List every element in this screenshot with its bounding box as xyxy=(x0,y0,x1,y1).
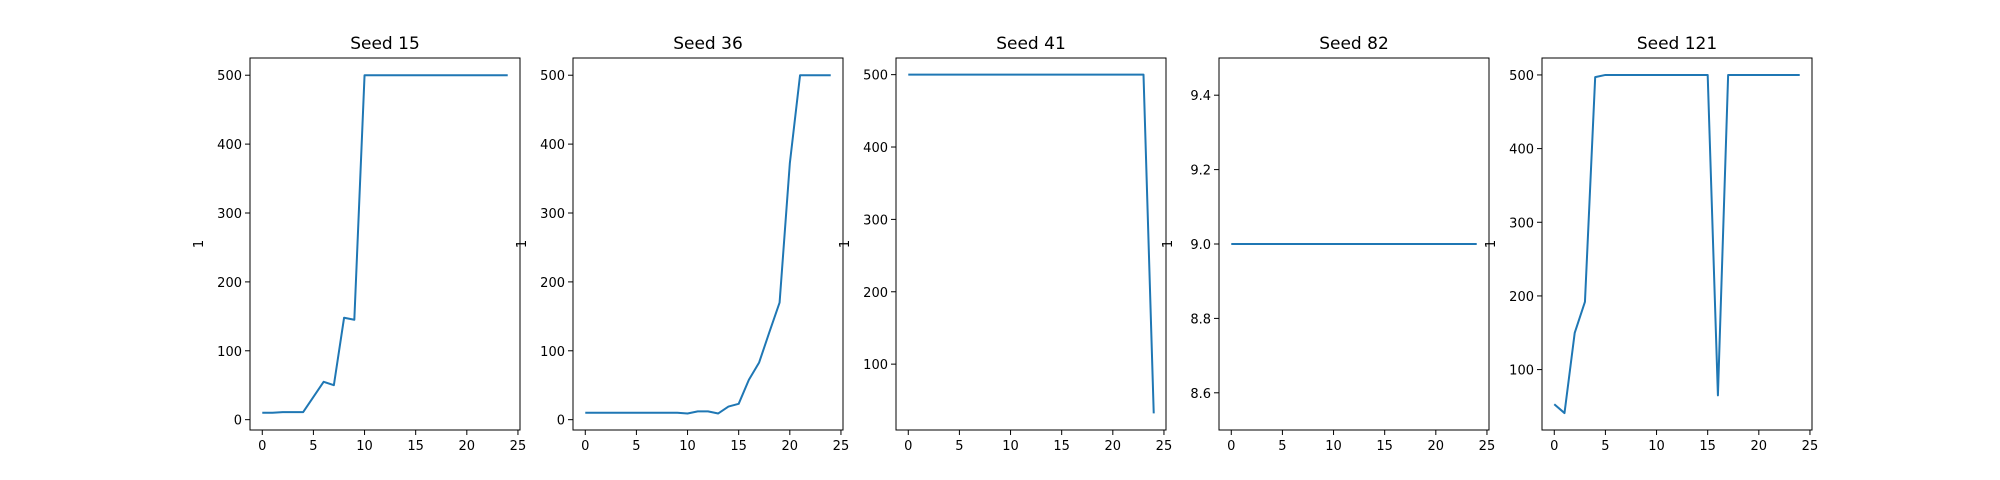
y-tick-label: 200 xyxy=(863,286,888,301)
x-tick-label: 10 xyxy=(356,439,373,454)
subplot-4: Seed 82 0 5 10 15 20 25 8.6 8.8 9.0 9.2 9.4 1 xyxy=(1161,34,1495,454)
y-tick-label: 8.6 xyxy=(1190,387,1211,402)
y-tick-label: 500 xyxy=(540,69,565,84)
y-axis-label: 1 xyxy=(515,240,530,248)
y-axis-label: 1 xyxy=(192,240,207,248)
axes-frame xyxy=(1541,57,1813,431)
subplot-5: Seed 121 0 5 10 15 20 25 100 200 300 400 500 1 xyxy=(1484,34,1818,454)
x-tick-label: 15 xyxy=(407,439,424,454)
axes-frame xyxy=(895,57,1167,431)
y-tick-label: 300 xyxy=(540,207,565,222)
y-tick-label: 9.4 xyxy=(1190,89,1211,104)
series-line xyxy=(262,74,508,414)
y-tick-label: 9.0 xyxy=(1190,238,1211,253)
y-tick-label: 200 xyxy=(540,276,565,291)
chart-title: Seed 41 xyxy=(996,34,1066,54)
x-tick-label: 15 xyxy=(1699,439,1716,454)
x-tick-label: 20 xyxy=(1105,439,1122,454)
y-tick-label: 200 xyxy=(217,276,242,291)
chart-title: Seed 82 xyxy=(1319,34,1389,54)
y-tick-label: 500 xyxy=(1509,69,1534,84)
series-line xyxy=(1553,73,1800,415)
y-tick-label: 100 xyxy=(540,345,565,360)
y-tick-label: 0 xyxy=(234,414,242,429)
y-tick-label: 100 xyxy=(863,358,888,373)
x-tick-label: 10 xyxy=(1648,439,1665,454)
y-tick-label: 500 xyxy=(863,69,888,84)
x-tick-label: 10 xyxy=(1002,439,1019,454)
y-tick-label: 300 xyxy=(863,213,888,228)
x-tick-label: 20 xyxy=(459,439,476,454)
y-tick-label: 400 xyxy=(217,138,242,153)
x-tick-label: 0 xyxy=(581,439,589,454)
chart-title: Seed 121 xyxy=(1637,34,1717,54)
y-tick-label: 400 xyxy=(863,141,888,156)
x-tick-label: 25 xyxy=(833,439,850,454)
x-tick-label: 0 xyxy=(1550,439,1558,454)
x-tick-label: 5 xyxy=(955,439,963,454)
y-tick-label: 300 xyxy=(217,207,242,222)
x-tick-label: 5 xyxy=(309,439,317,454)
axes-frame xyxy=(572,57,844,431)
x-tick-label: 10 xyxy=(679,439,696,454)
y-tick-label: 200 xyxy=(1509,290,1534,305)
x-tick-label: 15 xyxy=(1053,439,1070,454)
y-tick-label: 9.2 xyxy=(1190,164,1211,179)
x-tick-label: 25 xyxy=(510,439,527,454)
series-line xyxy=(585,74,831,415)
x-tick-label: 10 xyxy=(1325,439,1342,454)
y-tick-label: 500 xyxy=(217,69,242,84)
y-axis-label: 1 xyxy=(838,240,853,248)
x-tick-label: 25 xyxy=(1479,439,1496,454)
x-tick-label: 0 xyxy=(904,439,912,454)
y-axis-label: 1 xyxy=(1484,240,1499,248)
axes-frame xyxy=(249,57,521,431)
y-axis-label: 1 xyxy=(1161,240,1176,248)
series-line xyxy=(908,73,1155,414)
x-tick-label: 25 xyxy=(1156,439,1173,454)
subplot-1: Seed 15 0 5 10 15 20 25 0 100 200 300 400 500 1 xyxy=(192,34,526,454)
x-tick-label: 5 xyxy=(1601,439,1609,454)
y-tick-label: 0 xyxy=(557,414,565,429)
x-tick-label: 20 xyxy=(782,439,799,454)
y-tick-label: 300 xyxy=(1509,216,1534,231)
chart-title: Seed 15 xyxy=(350,34,420,54)
y-tick-label: 400 xyxy=(540,138,565,153)
x-tick-label: 5 xyxy=(1278,439,1286,454)
subplot-2: Seed 36 0 5 10 15 20 25 0 100 200 300 400 500 1 xyxy=(515,34,849,454)
chart-title: Seed 36 xyxy=(673,34,743,54)
x-tick-label: 20 xyxy=(1428,439,1445,454)
y-tick-label: 100 xyxy=(1509,364,1534,379)
x-tick-label: 20 xyxy=(1751,439,1768,454)
y-tick-label: 8.8 xyxy=(1190,312,1211,327)
y-tick-label: 400 xyxy=(1509,143,1534,158)
x-tick-label: 15 xyxy=(1376,439,1393,454)
subplot-3: Seed 41 0 5 10 15 20 25 100 200 300 400 500 1 xyxy=(838,34,1172,454)
x-tick-label: 5 xyxy=(632,439,640,454)
y-tick-label: 100 xyxy=(217,345,242,360)
x-tick-label: 15 xyxy=(730,439,747,454)
x-tick-label: 25 xyxy=(1802,439,1819,454)
x-tick-label: 0 xyxy=(1227,439,1235,454)
x-tick-label: 0 xyxy=(258,439,266,454)
